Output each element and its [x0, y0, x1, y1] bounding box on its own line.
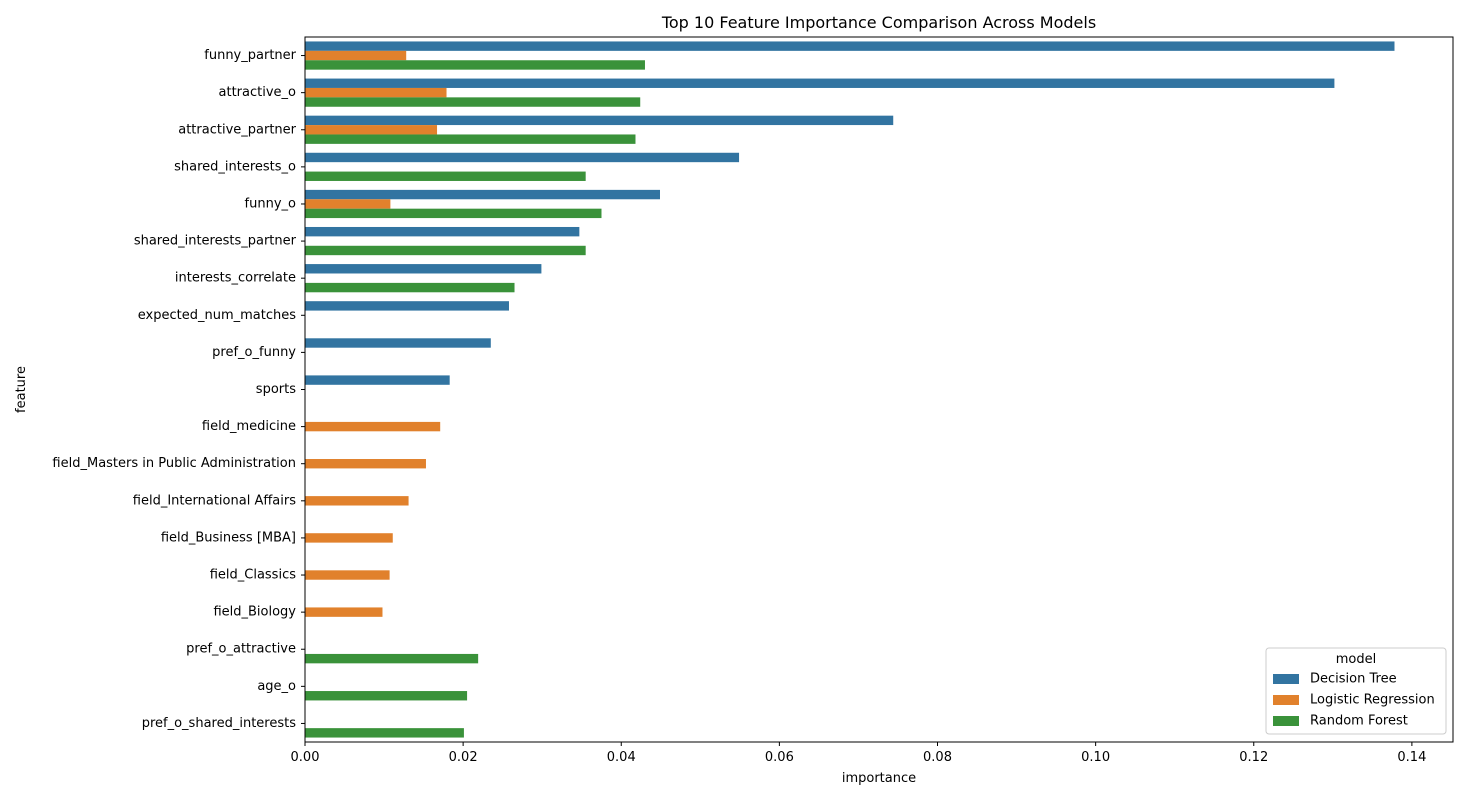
y-tick-label-interests-correlate: interests_correlate — [175, 271, 296, 286]
bar-decision-tree-funny-partner — [305, 41, 1395, 51]
x-tick-label-4: 0.08 — [923, 750, 952, 765]
bars-layer — [305, 41, 1395, 738]
y-axis-label: feature — [14, 366, 29, 413]
bar-logistic-regression-field-biology — [305, 607, 383, 617]
x-tick-label-5: 0.10 — [1081, 750, 1110, 765]
bar-decision-tree-expected-num-matches — [305, 301, 509, 311]
y-tick-label-attractive-o: attractive_o — [219, 85, 297, 100]
bar-random-forest-attractive-o — [305, 97, 641, 107]
x-tick-label-6: 0.12 — [1239, 750, 1268, 765]
y-tick-label-attractive-partner: attractive_partner — [178, 122, 296, 137]
y-tick-label-field-international-affairs: field_International Affairs — [133, 493, 296, 508]
bar-decision-tree-pref-o-funny — [305, 338, 491, 348]
y-tick-label-field-classics: field_Classics — [210, 568, 297, 583]
x-tick-label-2: 0.04 — [607, 750, 636, 765]
y-tick-label-sports: sports — [256, 382, 296, 397]
y-tick-label-pref-o-attractive: pref_o_attractive — [186, 642, 296, 657]
bar-decision-tree-shared-interests-partner — [305, 226, 580, 237]
bar-random-forest-attractive-partner — [305, 134, 636, 144]
bar-decision-tree-attractive-o — [305, 78, 1335, 88]
y-tick-label-field-biology: field_Biology — [213, 605, 296, 620]
bar-decision-tree-shared-interests-o — [305, 152, 740, 163]
y-axis: funny_partner attractive_o attractive_part… — [52, 48, 305, 731]
legend-swatch-random-forest — [1273, 716, 1299, 726]
bar-random-forest-age-o — [305, 691, 468, 701]
bar-decision-tree-interests-correlate — [305, 264, 542, 274]
bar-decision-tree-attractive-partner — [305, 115, 894, 126]
legend-label-random-forest: Random Forest — [1310, 714, 1408, 729]
bar-random-forest-funny-partner — [305, 60, 645, 70]
bar-random-forest-funny-o — [305, 208, 602, 219]
x-axis: 0.00 0.02 0.04 0.06 0.08 0.10 0.12 0.14 — [291, 742, 1426, 765]
bar-random-forest-shared-interests-o — [305, 171, 586, 181]
y-tick-label-field-medicine: field_medicine — [202, 419, 296, 434]
legend-swatch-decision-tree — [1273, 674, 1299, 684]
bar-random-forest-interests-correlate — [305, 282, 515, 293]
x-tick-label-3: 0.06 — [765, 750, 794, 765]
x-axis-label: importance — [842, 771, 916, 786]
bar-random-forest-pref-o-attractive — [305, 653, 479, 664]
y-tick-label-pref-o-funny: pref_o_funny — [212, 345, 296, 360]
legend-swatch-logistic-regression — [1273, 695, 1299, 705]
bar-logistic-regression-field-business-mba — [305, 533, 393, 543]
y-tick-label-field-business-mba: field_Business [MBA] — [161, 530, 296, 545]
y-tick-label-shared-interests-partner: shared_interests_partner — [134, 234, 297, 249]
legend-label-logistic-regression: Logistic Regression — [1310, 693, 1435, 708]
bar-logistic-regression-attractive-partner — [305, 125, 438, 135]
y-tick-label-expected-num-matches: expected_num_matches — [138, 308, 296, 323]
bar-random-forest-shared-interests-partner — [305, 245, 586, 256]
x-tick-label-7: 0.14 — [1397, 750, 1426, 765]
legend: model Decision Tree Logistic Regression Ra… — [1265, 647, 1447, 735]
bar-decision-tree-funny-o — [305, 189, 660, 200]
bar-logistic-regression-funny-o — [305, 199, 391, 209]
chart-title: Top 10 Feature Importance Comparison Acr… — [661, 13, 1096, 32]
bar-logistic-regression-field-classics — [305, 570, 390, 580]
legend-label-decision-tree: Decision Tree — [1310, 672, 1397, 687]
bar-logistic-regression-field-masters-in-public-administration — [305, 459, 426, 469]
bar-logistic-regression-field-medicine — [305, 421, 441, 432]
bar-random-forest-pref-o-shared-interests — [305, 728, 464, 738]
bar-logistic-regression-field-international-affairs — [305, 496, 409, 506]
legend-title: model — [1336, 652, 1376, 667]
x-tick-label-1: 0.02 — [449, 750, 478, 765]
y-tick-label-pref-o-shared-interests: pref_o_shared_interests — [142, 716, 297, 731]
bar-logistic-regression-funny-partner — [305, 50, 407, 61]
y-tick-label-shared-interests-o: shared_interests_o — [174, 159, 296, 174]
y-tick-label-field-masters-in-public-administration: field_Masters in Public Administration — [52, 456, 296, 471]
y-tick-label-funny-partner: funny_partner — [204, 48, 296, 63]
legend-items: Decision Tree Logistic Regression Random F… — [1273, 672, 1435, 729]
legend-box — [1265, 647, 1447, 735]
bar-decision-tree-sports — [305, 375, 450, 385]
x-tick-label-0: 0.00 — [291, 750, 320, 765]
bar-logistic-regression-attractive-o — [305, 87, 447, 98]
y-tick-label-age-o: age_o — [257, 679, 296, 694]
y-tick-label-funny-o: funny_o — [245, 196, 296, 211]
